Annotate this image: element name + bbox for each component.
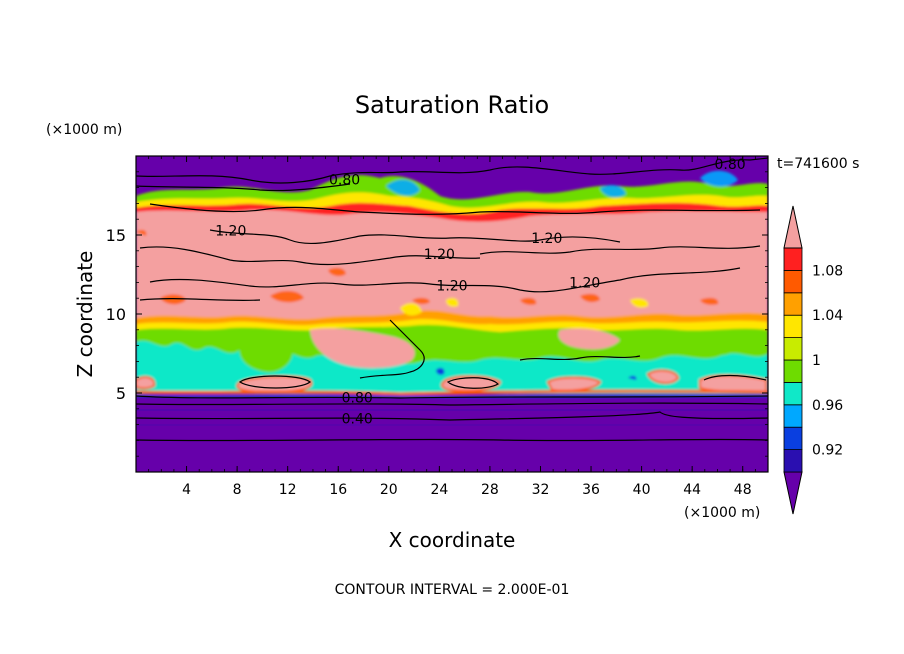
contour-120-a: [149, 203, 761, 215]
contour-120-c: [139, 246, 481, 266]
y-ticks: 5 10 15: [106, 155, 768, 473]
contour-120-f: [139, 297, 261, 302]
contour-low-040: [136, 411, 768, 421]
colorbar-segment: [783, 247, 803, 271]
y-unit-label: (×1000 m): [46, 122, 122, 138]
x-tick-label: 12: [279, 482, 297, 498]
x-tick-label: 36: [582, 482, 600, 498]
contour-label: 1.20: [436, 279, 467, 295]
colorbar-tick-label: 1.08: [812, 263, 843, 279]
contour-labels: 0.80 0.80 1.20 1.20 1.20 1.20 1.20 0.80 0.40: [215, 157, 745, 427]
x-tick-label: 24: [430, 482, 448, 498]
contour-cell-2: [446, 377, 499, 389]
colorbar: 0.92 0.96 1 1.04 1.08: [783, 205, 843, 515]
colorbar-segment: [783, 449, 803, 473]
x-axis-label: X coordinate: [389, 528, 516, 552]
contour-cell-1: [238, 375, 311, 389]
x-tick-label: 20: [380, 482, 398, 498]
contour-label: 1.20: [424, 247, 455, 263]
contour-label: 0.40: [342, 411, 373, 427]
contour-low-020: [136, 438, 768, 442]
contour-label: 1.20: [569, 275, 600, 291]
contour-label: 1.20: [215, 223, 246, 239]
upper-edge-cyan: [330, 170, 738, 220]
colorbar-segment: [783, 337, 803, 361]
x-tick-label: 28: [481, 482, 499, 498]
y-tick-label: 15: [106, 226, 126, 245]
contour-label: 1.20: [531, 231, 562, 247]
mid-pink-inclusion: [310, 328, 620, 368]
x-tick-label: 4: [182, 482, 191, 498]
contour-top-080b: [136, 183, 351, 192]
x-tick-label: 48: [734, 482, 752, 498]
x-tick-label: 40: [633, 482, 651, 498]
y-tick-label: 10: [106, 305, 126, 324]
contour-label: 0.80: [329, 173, 360, 189]
colorbar-segment: [783, 292, 803, 316]
contour-label: 0.80: [714, 157, 745, 173]
contour-120-d: [149, 267, 741, 293]
contour-low-080: [136, 395, 768, 399]
colorbar-over-triangle: [783, 205, 803, 249]
contour-top-080: [136, 157, 768, 184]
x-tick-label: 8: [233, 482, 242, 498]
chart-title: Saturation Ratio: [355, 91, 549, 119]
colorbar-under-triangle: [783, 471, 803, 515]
colorbar-segment: [783, 426, 803, 451]
contour-low-060: [136, 402, 768, 406]
colorbar-segment: [783, 381, 803, 406]
contour-mid-squiggle: [359, 319, 641, 379]
x-tick-label: 16: [329, 482, 347, 498]
colorbar-segment: [783, 269, 803, 294]
contour-lines: [136, 157, 768, 442]
colorbar-segment: [783, 314, 803, 339]
contour-interval-footer: CONTOUR INTERVAL = 2.000E-01: [335, 582, 570, 598]
time-label: t=741600 s: [777, 156, 859, 172]
contour-120-e: [479, 245, 761, 255]
contour-label: 0.80: [342, 391, 373, 407]
colorbar-tick-label: 1.04: [812, 308, 843, 324]
y-tick-label: 5: [116, 384, 126, 403]
colorbar-tick-label: 0.96: [812, 398, 843, 414]
x-ticks: 4 8 12 16 20 24 28 32 36 40 44 48: [135, 156, 769, 498]
y-axis-label: Z coordinate: [73, 251, 97, 378]
colorbar-segment: [783, 359, 803, 383]
contour-120-b: [209, 229, 621, 245]
x-tick-label: 44: [683, 482, 701, 498]
colorbar-tick-label: 0.92: [812, 443, 843, 459]
colorbar-tick-label: 1: [812, 353, 821, 369]
x-tick-label: 32: [532, 482, 550, 498]
x-unit-label: (×1000 m): [684, 505, 760, 521]
saturation-field: 0.80 0.80 1.20 1.20 1.20 1.20 1.20 0.80 0.40: [136, 156, 768, 472]
contour-cell-3: [703, 374, 767, 381]
cloud-base-edge: [136, 389, 768, 396]
colorbar-segment: [783, 404, 803, 428]
